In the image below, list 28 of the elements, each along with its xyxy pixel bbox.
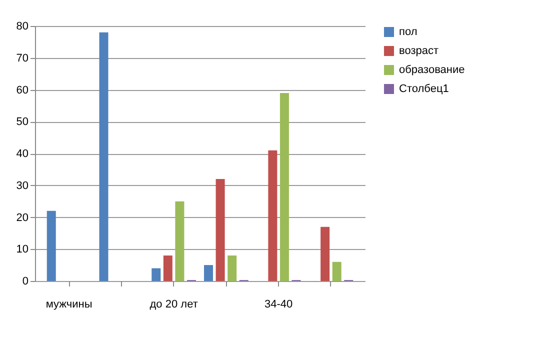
bar [175, 201, 184, 281]
legend-label: Столбец1 [399, 83, 449, 95]
bar [163, 256, 172, 281]
y-tick-label: 70 [16, 52, 28, 64]
x-tick-label: мужчины [46, 298, 92, 310]
legend-label: образование [399, 64, 465, 76]
bar [204, 265, 214, 281]
y-tick-label: 40 [16, 148, 28, 160]
y-tick-label: 10 [16, 244, 28, 256]
legend-label: пол [399, 26, 418, 38]
y-tick-label: 30 [16, 180, 28, 192]
bar [268, 150, 278, 281]
y-tick-label: 0 [22, 276, 28, 288]
x-tick-label: до 20 лет [150, 298, 198, 310]
y-tick-label: 60 [16, 84, 28, 96]
bar [46, 210, 56, 281]
y-tick-label: 20 [16, 212, 28, 224]
legend-label: возраст [399, 45, 439, 57]
bar [332, 262, 342, 281]
x-tick-label: 34-40 [264, 298, 293, 310]
bar [216, 179, 225, 281]
bar [228, 256, 237, 281]
bar [99, 32, 108, 281]
bar [320, 226, 330, 281]
bar [280, 92, 289, 281]
y-tick-label: 80 [16, 20, 28, 32]
bar [152, 268, 161, 281]
y-tick-label: 50 [16, 116, 28, 128]
